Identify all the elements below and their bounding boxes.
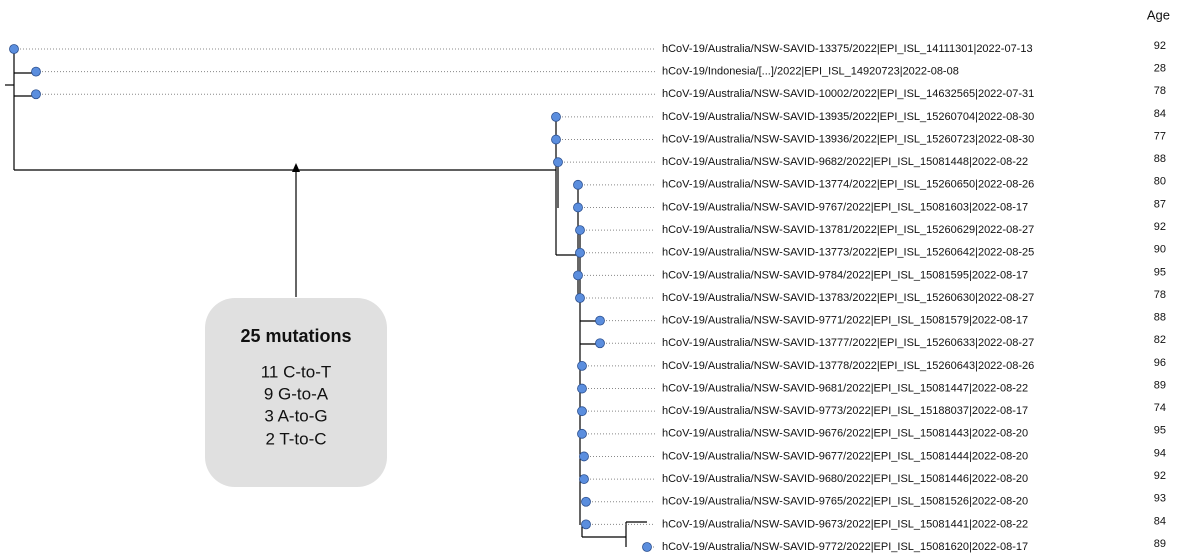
arrow-head bbox=[292, 163, 300, 172]
leaf-age: 93 bbox=[1154, 493, 1166, 505]
leaf-label: hCoV-19/Australia/NSW-SAVID-10002/2022|E… bbox=[662, 88, 1034, 100]
tip-node bbox=[575, 247, 585, 258]
leaf-label: hCoV-19/Australia/NSW-SAVID-13935/2022|E… bbox=[662, 111, 1034, 123]
leaf-age: 77 bbox=[1154, 130, 1166, 142]
leaf-age: 95 bbox=[1154, 425, 1166, 437]
leaf-age: 88 bbox=[1154, 312, 1166, 324]
tip-node bbox=[642, 542, 652, 552]
leaf-age: 84 bbox=[1154, 108, 1166, 120]
leaf-age: 89 bbox=[1154, 538, 1166, 550]
leaf-label: hCoV-19/Australia/NSW-SAVID-9680/2022|EP… bbox=[662, 473, 1028, 485]
leaf-age: 28 bbox=[1154, 63, 1166, 75]
tip-node bbox=[577, 406, 587, 417]
leaf-label: hCoV-19/Australia/NSW-SAVID-9673/2022|EP… bbox=[662, 518, 1028, 530]
leaf-age: 88 bbox=[1154, 153, 1166, 165]
leaf-age: 80 bbox=[1154, 176, 1166, 188]
leaf-age: 87 bbox=[1154, 198, 1166, 210]
tip-node bbox=[553, 157, 563, 168]
tip-node bbox=[577, 361, 587, 371]
tip-node bbox=[581, 496, 591, 507]
leaf-label: hCoV-19/Australia/NSW-SAVID-9677/2022|EP… bbox=[662, 450, 1028, 462]
tip-node bbox=[581, 519, 591, 530]
leaf-age: 95 bbox=[1154, 266, 1166, 278]
tip-node bbox=[573, 179, 583, 190]
leaf-label: hCoV-19/Australia/NSW-SAVID-13773/2022|E… bbox=[662, 247, 1034, 259]
tip-node bbox=[551, 112, 561, 122]
leaf-age: 78 bbox=[1154, 289, 1166, 301]
leaf-label: hCoV-19/Australia/NSW-SAVID-9681/2022|EP… bbox=[662, 382, 1028, 394]
leaf-label: hCoV-19/Australia/NSW-SAVID-9767/2022|EP… bbox=[662, 201, 1028, 213]
leaf-label: hCoV-19/Australia/NSW-SAVID-9682/2022|EP… bbox=[662, 156, 1028, 168]
leaf-age: 92 bbox=[1154, 221, 1166, 233]
leaf-age: 92 bbox=[1154, 40, 1166, 52]
tip-node bbox=[577, 383, 587, 394]
leaf-age: 74 bbox=[1154, 402, 1166, 414]
annotation-box bbox=[205, 298, 387, 487]
leaf-age: 82 bbox=[1154, 334, 1166, 346]
leaf-label: hCoV-19/Indonesia/[...]/2022|EPI_ISL_149… bbox=[662, 66, 959, 78]
leaf-label: hCoV-19/Australia/NSW-SAVID-13778/2022|E… bbox=[662, 360, 1034, 372]
leaf-age: 89 bbox=[1154, 379, 1166, 391]
tip-node bbox=[573, 202, 583, 213]
annotation-line: 2 T-to-C bbox=[265, 429, 326, 448]
leaf-age: 90 bbox=[1154, 244, 1166, 256]
leaf-label: hCoV-19/Australia/NSW-SAVID-9772/2022|EP… bbox=[662, 541, 1028, 553]
tip-node bbox=[577, 428, 587, 439]
tip-node bbox=[31, 89, 41, 100]
tip-node bbox=[551, 134, 561, 145]
leaf-label: hCoV-19/Australia/NSW-SAVID-13781/2022|E… bbox=[662, 224, 1034, 236]
leaf-label: hCoV-19/Australia/NSW-SAVID-13936/2022|E… bbox=[662, 133, 1034, 145]
leaf-age: 94 bbox=[1154, 447, 1166, 459]
leaf-age: 84 bbox=[1154, 515, 1166, 527]
leaf-age: 96 bbox=[1154, 357, 1166, 369]
leaf-label: hCoV-19/Australia/NSW-SAVID-9771/2022|EP… bbox=[662, 315, 1028, 327]
leaf-label: hCoV-19/Australia/NSW-SAVID-13375/2022|E… bbox=[662, 43, 1033, 55]
age-header: Age bbox=[1147, 7, 1170, 22]
tip-node bbox=[595, 315, 605, 326]
leaf-label: hCoV-19/Australia/NSW-SAVID-13783/2022|E… bbox=[662, 292, 1034, 304]
tip-node bbox=[595, 338, 605, 349]
annotation-line: 3 A-to-G bbox=[264, 406, 327, 425]
annotation-line: 9 G-to-A bbox=[264, 384, 329, 403]
annotation-line: 11 C-to-T bbox=[261, 362, 332, 381]
leaf-label: hCoV-19/Australia/NSW-SAVID-9773/2022|EP… bbox=[662, 405, 1028, 417]
leaf-label: hCoV-19/Australia/NSW-SAVID-9676/2022|EP… bbox=[662, 428, 1028, 440]
leaf-label: hCoV-19/Australia/NSW-SAVID-9765/2022|EP… bbox=[662, 496, 1028, 508]
tip-node bbox=[9, 44, 19, 54]
annotation-title: 25 mutations bbox=[240, 326, 351, 346]
leaf-age: 92 bbox=[1154, 470, 1166, 482]
tip-node bbox=[575, 225, 585, 235]
tip-node bbox=[575, 293, 585, 303]
tip-node bbox=[573, 270, 583, 281]
tip-node bbox=[579, 474, 589, 484]
tip-node bbox=[31, 66, 41, 77]
annotation: 25 mutations 11 C-to-T 9 G-to-A 3 A-to-G… bbox=[205, 163, 387, 487]
leaf-label: hCoV-19/Australia/NSW-SAVID-13774/2022|E… bbox=[662, 179, 1034, 191]
leaf-label: hCoV-19/Australia/NSW-SAVID-9784/2022|EP… bbox=[662, 269, 1028, 281]
leaf-age: 78 bbox=[1154, 85, 1166, 97]
tip-node bbox=[579, 451, 589, 462]
leaf-label: hCoV-19/Australia/NSW-SAVID-13777/2022|E… bbox=[662, 337, 1034, 349]
